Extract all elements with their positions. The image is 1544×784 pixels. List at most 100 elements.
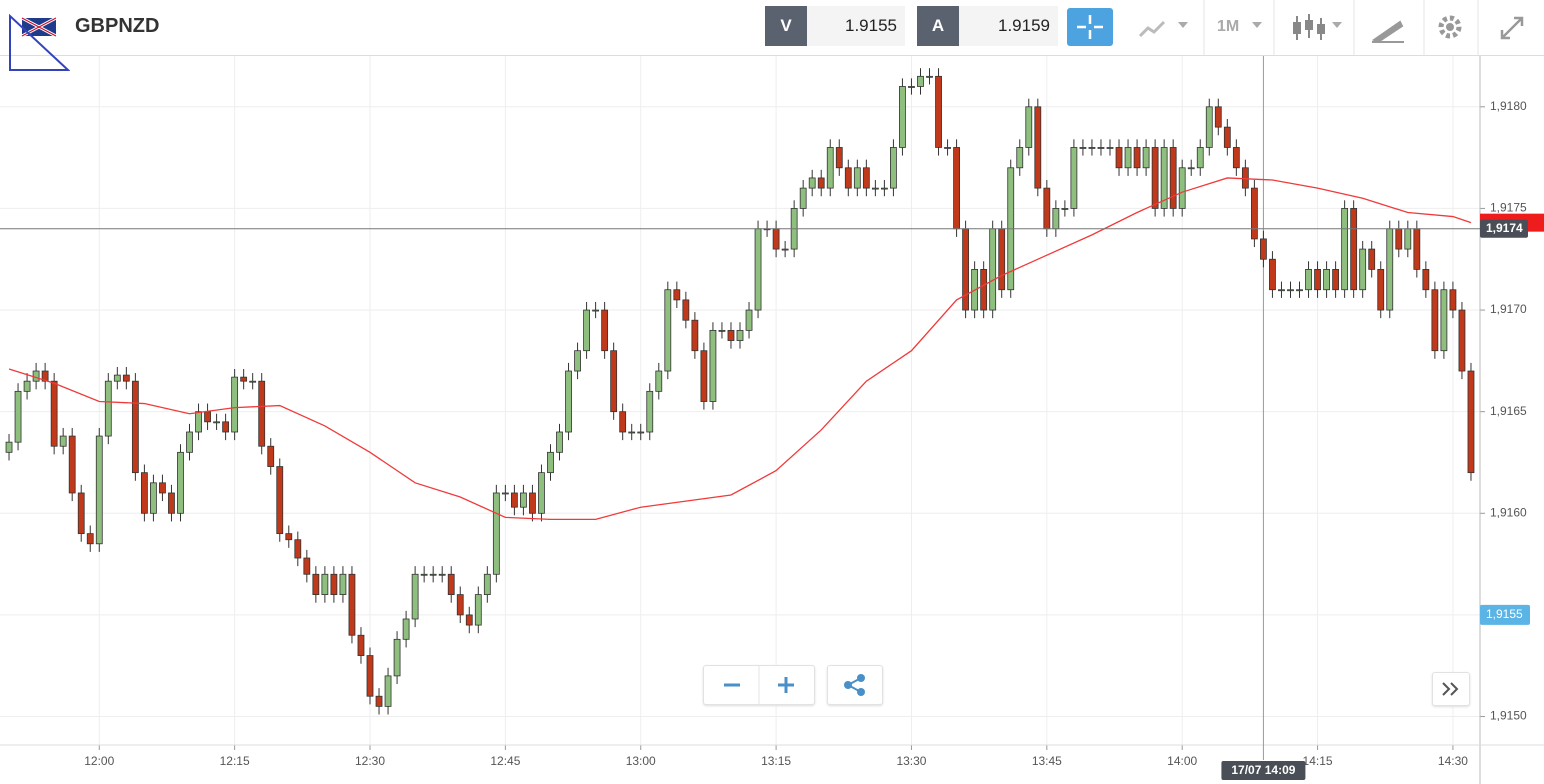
candle-body bbox=[14, 390, 22, 443]
sell-price[interactable]: 1.9155 bbox=[807, 6, 905, 46]
candle-body bbox=[1350, 208, 1358, 291]
candle-body bbox=[1151, 147, 1159, 209]
candle-body bbox=[899, 86, 906, 148]
candle-body bbox=[1260, 238, 1267, 260]
candle-body bbox=[474, 594, 482, 626]
y-tick-label: 1,9180 bbox=[1490, 99, 1527, 113]
buy-label[interactable]: A bbox=[917, 6, 959, 46]
candle-body bbox=[1178, 167, 1186, 209]
candle-body bbox=[835, 147, 843, 169]
candle-body bbox=[700, 350, 708, 402]
candle-body bbox=[772, 228, 780, 250]
candle-body bbox=[1368, 248, 1376, 270]
x-tick-label: 12:30 bbox=[355, 754, 385, 768]
candle-body bbox=[610, 350, 618, 413]
toolbar[interactable] bbox=[1122, 0, 1544, 55]
candle-body bbox=[77, 492, 85, 535]
sell-label[interactable]: V bbox=[765, 6, 807, 46]
candle-body bbox=[547, 451, 554, 474]
candle-body bbox=[998, 228, 1006, 291]
candle-body bbox=[240, 376, 248, 382]
candle-body bbox=[844, 167, 852, 189]
x-tick-label: 13:30 bbox=[896, 754, 926, 768]
x-tick-label: 12:00 bbox=[84, 754, 114, 768]
candle-body bbox=[1223, 126, 1231, 148]
candle-body bbox=[447, 573, 455, 595]
candle-body bbox=[456, 594, 464, 616]
candle-body bbox=[159, 482, 166, 494]
buy-price[interactable]: 1.9159 bbox=[959, 6, 1058, 46]
candle-body bbox=[1395, 228, 1403, 250]
candle-body bbox=[1061, 208, 1069, 210]
scroll-end-button[interactable] bbox=[1432, 672, 1470, 706]
timeframe[interactable]: 1M bbox=[1217, 18, 1240, 35]
candle-body bbox=[1115, 147, 1123, 169]
candle-body bbox=[113, 374, 121, 382]
candle-body bbox=[1169, 147, 1177, 209]
candle-body bbox=[1314, 269, 1321, 291]
candle-body bbox=[483, 573, 491, 595]
y-tick-label: 1,9165 bbox=[1490, 404, 1527, 418]
candle-body bbox=[294, 539, 302, 559]
candle-body bbox=[50, 380, 58, 447]
x-tick-label: 14:15 bbox=[1303, 754, 1333, 768]
candle-body bbox=[267, 445, 275, 467]
candle-body bbox=[104, 380, 112, 437]
x-tick-label: 14:00 bbox=[1167, 754, 1197, 768]
zoom-icons[interactable] bbox=[704, 666, 814, 704]
candle-body bbox=[655, 370, 663, 392]
candle-body bbox=[1431, 289, 1439, 352]
candle-body bbox=[664, 289, 672, 372]
candle-body bbox=[628, 431, 636, 434]
candle-body bbox=[556, 431, 563, 453]
candle-body bbox=[393, 638, 401, 677]
candle-body bbox=[637, 431, 645, 434]
crosshair-button[interactable] bbox=[1067, 8, 1115, 48]
candle-body bbox=[862, 167, 870, 189]
candle-body bbox=[817, 177, 825, 189]
candle-body bbox=[1052, 208, 1060, 230]
candle-body bbox=[980, 269, 988, 311]
candle-body bbox=[538, 472, 545, 514]
candle-body bbox=[718, 329, 726, 332]
candle-body bbox=[510, 492, 518, 508]
candle-body bbox=[890, 147, 897, 189]
candle-body bbox=[420, 573, 428, 576]
candle-body bbox=[339, 573, 347, 595]
candle-body bbox=[5, 441, 13, 453]
candle-body bbox=[745, 309, 753, 331]
candle-body bbox=[177, 451, 184, 514]
candle-body bbox=[411, 573, 419, 620]
candle-body bbox=[601, 309, 609, 352]
candle-body bbox=[1034, 106, 1042, 189]
candle-body bbox=[1323, 269, 1330, 291]
candle-body bbox=[1250, 187, 1258, 240]
candle-body bbox=[1088, 147, 1096, 149]
candle-body bbox=[1106, 147, 1114, 149]
candle-body bbox=[1016, 147, 1024, 169]
candle-body bbox=[402, 618, 410, 640]
header: GBPNZD V 1.9155 A 1.9159 1M bbox=[0, 0, 1544, 71]
candle-body bbox=[231, 376, 239, 433]
candle-body bbox=[908, 86, 915, 88]
share-button[interactable] bbox=[827, 665, 883, 705]
candle-body bbox=[871, 187, 879, 190]
candle-body bbox=[1160, 147, 1168, 209]
candle-body bbox=[68, 435, 76, 494]
candle-body bbox=[727, 329, 735, 341]
candle-body bbox=[1440, 289, 1448, 352]
x-tick-label: 12:45 bbox=[490, 754, 520, 768]
candle-body bbox=[799, 187, 807, 209]
crosshair-tag bbox=[1221, 761, 1306, 780]
candle-body bbox=[348, 573, 356, 636]
candle-body bbox=[195, 411, 202, 433]
scroll-icon bbox=[1442, 682, 1459, 696]
x-tick-label: 14:30 bbox=[1438, 754, 1468, 768]
candle-body bbox=[917, 75, 924, 87]
candle-body bbox=[204, 411, 211, 423]
candle-body bbox=[330, 573, 338, 595]
candle-body bbox=[592, 309, 600, 312]
candle-body bbox=[1142, 147, 1150, 169]
candle-body bbox=[438, 573, 446, 576]
candle-body bbox=[321, 573, 329, 595]
